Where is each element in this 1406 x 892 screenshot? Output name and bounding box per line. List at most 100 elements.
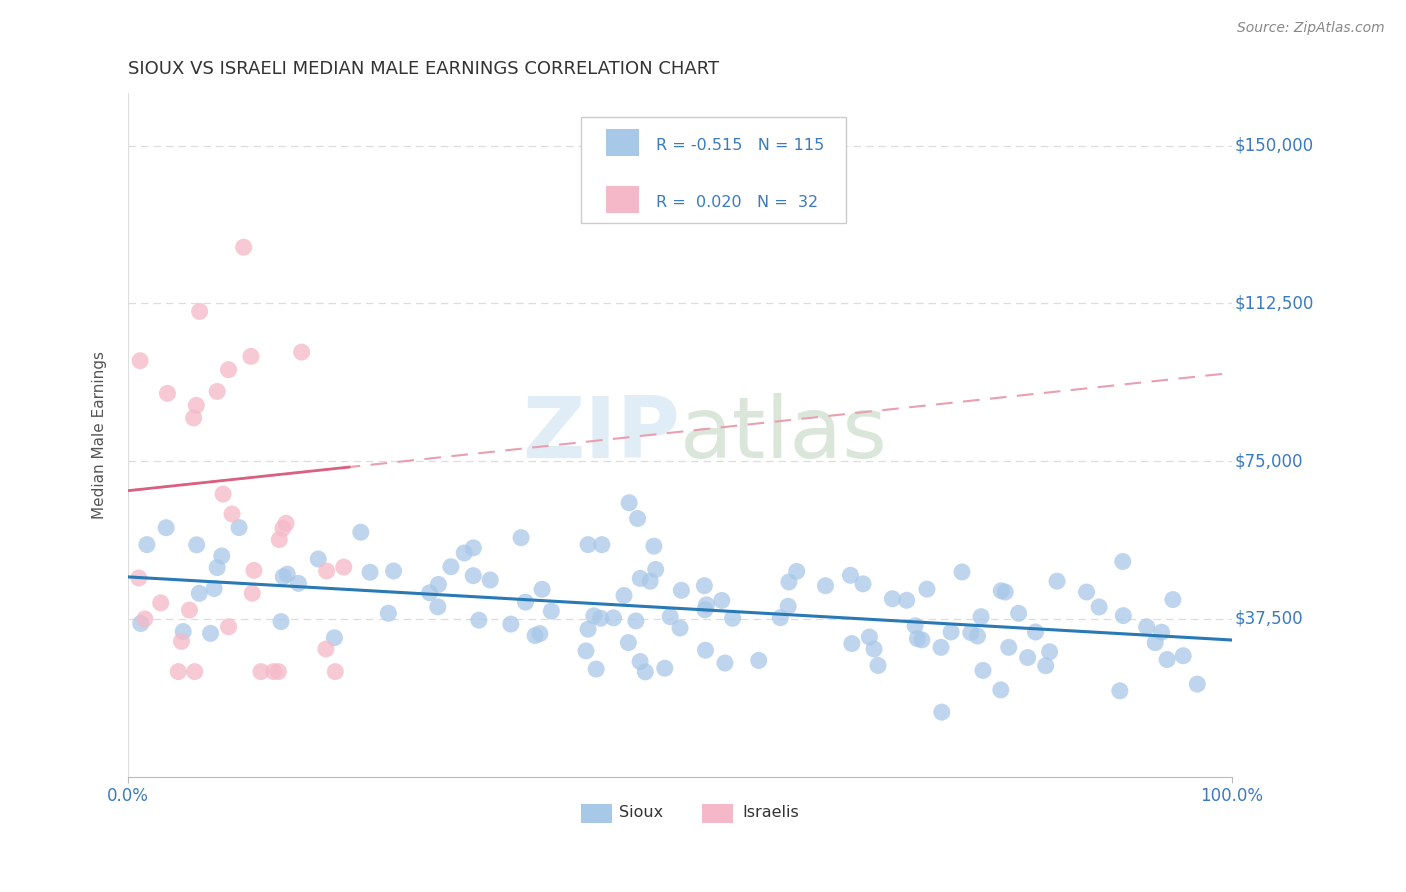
Point bbox=[1161, 592, 1184, 607]
Point bbox=[186, 398, 208, 412]
Point bbox=[1017, 650, 1039, 665]
Point bbox=[959, 625, 981, 640]
Point bbox=[382, 564, 405, 578]
Point bbox=[276, 516, 298, 531]
Point bbox=[643, 539, 665, 553]
Point bbox=[377, 606, 399, 620]
Point bbox=[350, 525, 373, 540]
Point bbox=[228, 520, 250, 534]
Point bbox=[624, 614, 647, 628]
Point bbox=[205, 560, 228, 574]
Point bbox=[183, 411, 205, 425]
Point bbox=[576, 622, 599, 636]
FancyBboxPatch shape bbox=[581, 117, 846, 223]
Point bbox=[463, 568, 485, 582]
FancyBboxPatch shape bbox=[606, 129, 640, 156]
Point bbox=[852, 577, 875, 591]
Point bbox=[291, 345, 314, 359]
Point bbox=[695, 643, 717, 657]
Point bbox=[966, 629, 988, 643]
Text: R = -0.515   N = 115: R = -0.515 N = 115 bbox=[655, 138, 824, 153]
Text: ZIP: ZIP bbox=[523, 393, 681, 476]
Point bbox=[990, 583, 1012, 598]
Point bbox=[896, 593, 918, 607]
Point bbox=[1076, 585, 1098, 599]
Point bbox=[617, 496, 640, 510]
Text: $37,500: $37,500 bbox=[1234, 610, 1303, 628]
Point bbox=[129, 616, 152, 631]
Point bbox=[211, 549, 233, 563]
Point bbox=[669, 621, 692, 635]
Point bbox=[531, 582, 554, 597]
Point bbox=[931, 705, 953, 719]
Point bbox=[218, 362, 240, 376]
Point bbox=[218, 620, 240, 634]
Point bbox=[463, 541, 485, 555]
Point bbox=[183, 665, 205, 679]
Point bbox=[1112, 608, 1135, 623]
Point bbox=[994, 585, 1017, 599]
Text: atlas: atlas bbox=[681, 393, 889, 476]
Point bbox=[882, 591, 904, 606]
Point bbox=[769, 610, 792, 624]
Point bbox=[990, 682, 1012, 697]
Point bbox=[778, 574, 800, 589]
Point bbox=[232, 240, 254, 254]
Point bbox=[858, 630, 880, 644]
Point bbox=[904, 619, 927, 633]
Point bbox=[271, 521, 294, 535]
Text: Sioux: Sioux bbox=[620, 805, 664, 820]
Point bbox=[287, 576, 309, 591]
Point bbox=[778, 599, 800, 614]
Point bbox=[134, 612, 156, 626]
Point bbox=[644, 562, 666, 576]
Point bbox=[814, 579, 837, 593]
Point bbox=[453, 546, 475, 560]
Point bbox=[613, 589, 636, 603]
Point bbox=[714, 656, 737, 670]
Point bbox=[626, 511, 648, 525]
Point bbox=[576, 538, 599, 552]
Point bbox=[129, 353, 152, 368]
Point bbox=[695, 598, 717, 612]
Text: $75,000: $75,000 bbox=[1234, 452, 1303, 470]
Point bbox=[188, 304, 211, 318]
FancyBboxPatch shape bbox=[606, 186, 640, 212]
Point bbox=[929, 640, 952, 655]
Point bbox=[155, 521, 177, 535]
Point bbox=[269, 533, 291, 547]
Point bbox=[1035, 658, 1057, 673]
Text: Source: ZipAtlas.com: Source: ZipAtlas.com bbox=[1237, 21, 1385, 35]
Point bbox=[426, 599, 449, 614]
Point bbox=[939, 625, 962, 640]
Point bbox=[839, 568, 862, 582]
Point bbox=[693, 603, 716, 617]
Point bbox=[907, 632, 929, 646]
Point bbox=[671, 583, 693, 598]
Point bbox=[1173, 648, 1195, 663]
Point bbox=[179, 603, 201, 617]
Point bbox=[628, 655, 651, 669]
Point bbox=[307, 552, 329, 566]
Point bbox=[419, 586, 441, 600]
Text: R =  0.020   N =  32: R = 0.020 N = 32 bbox=[655, 195, 818, 210]
Point bbox=[200, 626, 222, 640]
Point bbox=[585, 662, 607, 676]
Point bbox=[915, 582, 938, 596]
Point bbox=[1046, 574, 1069, 589]
Point bbox=[149, 596, 172, 610]
Point bbox=[863, 642, 886, 657]
Point bbox=[510, 531, 533, 545]
Point bbox=[188, 586, 211, 600]
Point bbox=[262, 665, 284, 679]
Point bbox=[693, 579, 716, 593]
Point bbox=[221, 507, 243, 521]
Point bbox=[1156, 652, 1178, 666]
Point bbox=[271, 570, 294, 584]
Point bbox=[529, 626, 551, 640]
Text: Israelis: Israelis bbox=[742, 805, 799, 820]
Point bbox=[250, 665, 273, 679]
Point bbox=[866, 658, 889, 673]
Point bbox=[575, 644, 598, 658]
Point bbox=[582, 608, 605, 623]
